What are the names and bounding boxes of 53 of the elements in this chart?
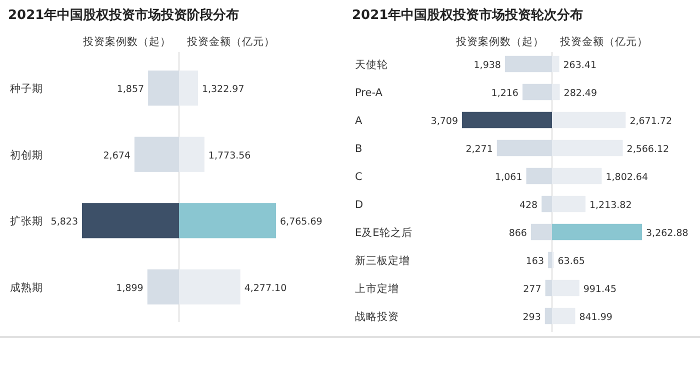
data-label: 4,277.10 — [244, 282, 287, 294]
chart-subtitle: 投资案例数（起） — [82, 35, 171, 48]
y-tick-label: 扩张期 — [10, 214, 43, 228]
chart-title: 2021年中国股权投资市场投资轮次分布 — [352, 7, 584, 23]
y-tick-label: C — [355, 171, 362, 183]
bar — [552, 84, 560, 100]
data-label: 5,823 — [50, 216, 78, 228]
y-tick-label: Pre-A — [355, 87, 384, 99]
y-tick-label: 初创期 — [10, 148, 43, 162]
data-label: 1,216 — [491, 88, 518, 99]
bar — [530, 224, 552, 240]
data-label: 841.99 — [579, 312, 612, 323]
chart-title: 2021年中国股权投资市场投资阶段分布 — [8, 7, 240, 23]
data-label: 282.49 — [564, 88, 598, 99]
data-label: 991.45 — [583, 284, 617, 295]
y-tick-label: 种子期 — [10, 82, 43, 96]
data-label: 6,765.69 — [280, 216, 322, 228]
data-label: 866 — [508, 228, 527, 239]
y-tick-label: E及E轮之后 — [355, 226, 412, 239]
data-label: 2,671.72 — [630, 116, 672, 127]
y-tick-label: 新三板定增 — [355, 254, 410, 267]
data-label: 63.65 — [558, 256, 585, 267]
chart-subtitle: 投资金额（亿元） — [559, 35, 648, 48]
data-label: 1,802.64 — [606, 172, 648, 183]
data-label: 1,061 — [495, 172, 522, 183]
data-label: 2,674 — [103, 150, 130, 162]
y-tick-label: 上市定增 — [355, 282, 399, 295]
data-label: 1,773.56 — [208, 150, 251, 162]
y-tick-label: 成熟期 — [10, 280, 43, 294]
data-label: 3,709 — [430, 116, 458, 127]
data-label: 1,938 — [474, 60, 501, 71]
y-tick-label: B — [355, 143, 362, 155]
bar — [552, 56, 560, 72]
data-label: 2,271 — [466, 144, 493, 155]
y-tick-label: 战略投资 — [355, 311, 399, 323]
y-tick-label: A — [355, 115, 363, 127]
chart-subtitle: 投资案例数（起） — [455, 35, 544, 48]
data-label: 1,857 — [116, 84, 144, 96]
data-label: 1,899 — [116, 282, 144, 294]
chart-subtitle: 投资金额（亿元） — [186, 35, 275, 48]
data-label: 263.41 — [563, 60, 597, 71]
data-label: 277 — [523, 284, 542, 295]
bar — [542, 196, 552, 212]
data-label: 1,213.82 — [589, 200, 632, 211]
data-label: 1,322.97 — [202, 84, 244, 96]
data-label: 2,566.12 — [626, 144, 670, 155]
data-label: 428 — [519, 200, 538, 211]
data-label: 3,262.88 — [646, 228, 688, 239]
y-tick-label: 天使轮 — [355, 59, 388, 71]
data-label: 163 — [526, 256, 544, 267]
bar — [545, 280, 552, 296]
y-tick-label: D — [355, 199, 364, 211]
data-label: 293 — [522, 312, 541, 323]
